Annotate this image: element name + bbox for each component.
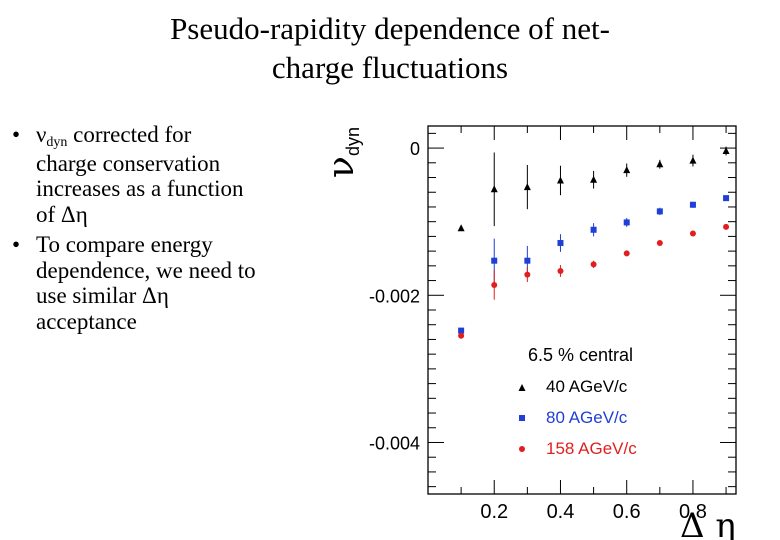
bullet-list: • νdyn corrected for charge conservation… (10, 122, 320, 339)
bullet-1-line-1: νdyn corrected for (36, 122, 320, 151)
series-3 (458, 223, 730, 339)
bullet-1-line-4: of Δη (36, 202, 320, 228)
data-point-square (656, 208, 663, 215)
x-tick-label: 0.2 (480, 501, 508, 523)
bullet-dot-icon: • (12, 231, 21, 257)
legend-marker-circle (519, 446, 525, 452)
data-point-square (590, 226, 597, 233)
data-point-square (557, 240, 564, 247)
slide-title: Pseudo-rapidity dependence of net- charg… (60, 10, 720, 88)
bullet-dot-icon: • (12, 122, 21, 147)
data-point-square (524, 257, 531, 264)
x-axis-label: Δ η (680, 506, 736, 540)
data-point-square (623, 219, 630, 226)
legend: 6.5 % central 40 AGeV/c 80 AGeV/c 158 AGeV/… (518, 345, 637, 458)
y-axis-label-symbol: ν (321, 156, 362, 178)
bullet-1-line-1-text: corrected for (67, 122, 192, 147)
data-point-circle (524, 271, 531, 278)
nu-subscript: dyn (46, 135, 68, 150)
axis-labels: νdyn Δ η (321, 127, 736, 540)
bullet-1-line-3: increases as a function (36, 176, 244, 202)
bullet-item-1: • νdyn corrected for charge conservation… (10, 122, 320, 228)
legend-label: 80 AGeV/c (546, 408, 628, 427)
data-point-circle (557, 267, 564, 274)
slide-title-line-2: charge fluctuations (271, 49, 509, 85)
slide-title-line-1: Pseudo-rapidity dependence of net- (170, 11, 610, 46)
data-point-circle (656, 240, 663, 247)
data-point-square (723, 195, 730, 202)
data-point-triangle (722, 147, 730, 155)
data-point-circle (689, 230, 696, 237)
y-tick-label: -0.004 (369, 433, 420, 453)
series-2 (458, 195, 730, 334)
legend-title: 6.5 % central (528, 345, 633, 365)
data-point-square (458, 327, 465, 334)
data-point-square (491, 257, 498, 264)
data-point-triangle (656, 160, 664, 168)
bullet-2-line-1: To compare energy (36, 231, 213, 257)
x-tick-label: 0.6 (613, 501, 641, 523)
series-1 (457, 146, 730, 232)
data-point-triangle (689, 156, 697, 164)
data-point-circle (458, 332, 465, 339)
bullet-2-line-3: use similar Δη (36, 283, 320, 309)
delta-eta-symbol: Δη (142, 283, 169, 309)
bullet-1-line-4-text: of (36, 202, 61, 228)
axis-ticks: 0.2 0.4 0.6 0.8 0 -0.002 -0.004 (369, 126, 736, 523)
data-point-circle (491, 281, 498, 288)
bullet-2-line-2: dependence, we need to (36, 257, 256, 283)
data-point-circle (723, 223, 730, 230)
x-tick-label: 0.8 (679, 501, 707, 523)
legend-marker-square (519, 415, 525, 421)
data-point-square (689, 201, 696, 208)
data-point-triangle (623, 166, 631, 174)
bullet-2-line-3-text: use similar (36, 283, 143, 309)
data-point-triangle (490, 185, 498, 193)
data-point-triangle (556, 176, 564, 184)
data-point-triangle (523, 183, 531, 191)
x-tick-label: 0.4 (547, 501, 575, 523)
bullet-item-2: • To compare energy dependence, we need … (10, 232, 320, 335)
legend-label: 40 AGeV/c (546, 377, 628, 396)
data-point-circle (590, 261, 597, 268)
y-tick-label: 0 (410, 139, 420, 159)
delta-eta-symbol: Δη (60, 202, 88, 228)
y-tick-label: -0.002 (369, 286, 420, 306)
data-series (457, 146, 730, 339)
data-point-triangle (590, 175, 598, 183)
y-axis-label: νdyn (321, 127, 363, 178)
y-axis-label-subscript: dyn (343, 127, 363, 156)
bullet-2-line-4: acceptance (36, 309, 137, 335)
data-point-triangle (457, 224, 465, 232)
data-point-circle (623, 250, 630, 257)
legend-label: 158 AGeV/c (546, 439, 637, 458)
bullet-1-line-2: charge conservation (36, 150, 221, 176)
nu-symbol: ν (36, 122, 47, 147)
legend-marker-triangle (518, 384, 526, 391)
